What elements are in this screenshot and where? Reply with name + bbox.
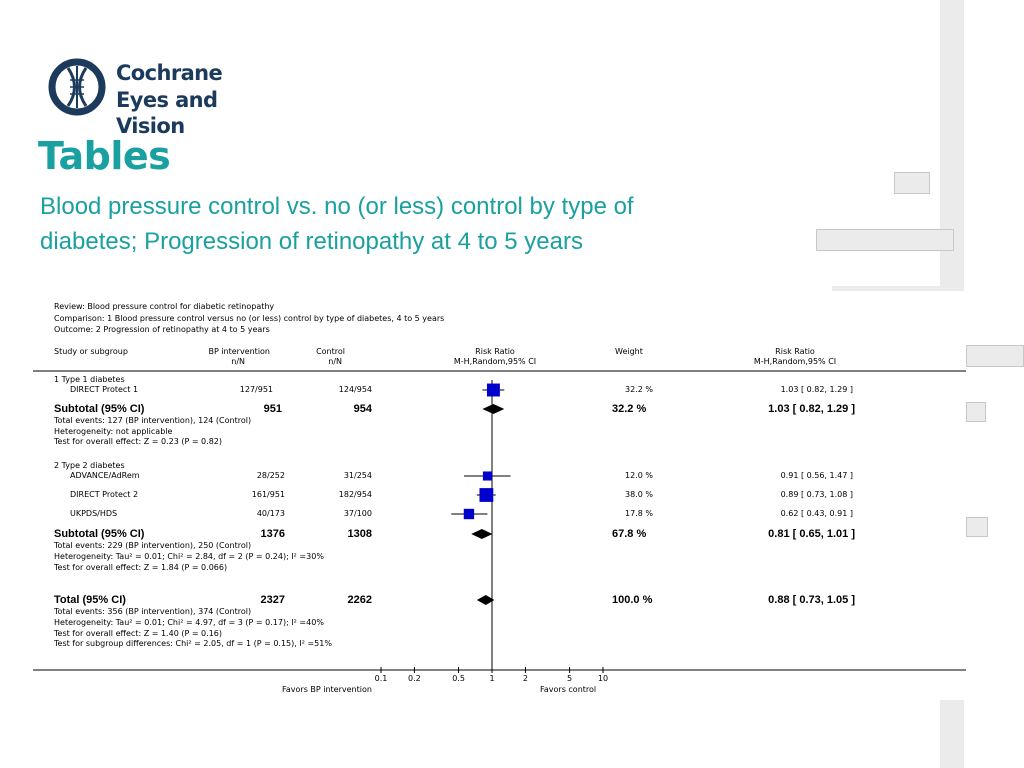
favors-right-label: Favors control	[540, 685, 597, 694]
group-note: Total events: 127 (BP intervention), 124…	[54, 416, 252, 425]
col-weight-header: Weight	[615, 347, 643, 356]
subtotal-ci: 0.81 [ 0.65, 1.01 ]	[768, 528, 855, 540]
total-note: Test for overall effect: Z = 1.40 (P = 0…	[54, 629, 222, 638]
x-tick-label: 5	[567, 674, 572, 683]
study-marker	[479, 488, 494, 502]
study-weight: 12.0 %	[625, 471, 653, 480]
study-ctrl: 182/954	[338, 490, 372, 499]
study-name: UKPDS/HDS	[70, 509, 118, 518]
subtotal-ci: 1.03 [ 0.82, 1.29 ]	[768, 403, 855, 415]
subtotal-label: Subtotal (95% CI)	[54, 528, 145, 540]
subtotal-ctrl: 1308	[347, 528, 372, 540]
study-name: ADVANCE/AdRem	[70, 471, 140, 480]
page-subtitle: Blood pressure control vs. no (or less) …	[40, 189, 740, 259]
study-ci: 0.62 [ 0.43, 0.91 ]	[780, 509, 853, 518]
logo-line-2: Eyes and Vision	[116, 88, 218, 138]
favors-left-label: Favors BP intervention	[282, 685, 372, 694]
review-label: Review: Blood pressure control for diabe…	[54, 302, 275, 311]
decor-bar-5	[940, 700, 964, 768]
cochrane-logo-icon	[48, 58, 106, 116]
total-ci: 0.88 [ 0.73, 1.05 ]	[768, 594, 855, 606]
subtitle-line-2: diabetes; Progression of retinopathy at …	[40, 228, 583, 255]
x-tick-label: 0.2	[408, 674, 421, 683]
cochrane-logo: Cochrane Eyes and Vision	[48, 58, 288, 138]
subtotal-bp: 951	[263, 403, 282, 415]
study-bp: 161/951	[251, 490, 285, 499]
col-rr2-header: Risk Ratio	[775, 347, 815, 356]
group-note: Heterogeneity: Tau² = 0.01; Chi² = 2.84,…	[54, 552, 324, 561]
total-note: Total events: 356 (BP intervention), 374…	[54, 607, 252, 616]
pooled-diamond	[476, 595, 495, 605]
decor-box-2	[966, 402, 986, 422]
group-note: Heterogeneity: not applicable	[54, 427, 173, 436]
subtotal-bp: 1376	[260, 528, 285, 540]
total-weight: 100.0 %	[612, 594, 653, 606]
total-bp: 2327	[260, 594, 285, 606]
study-name: DIRECT Protect 1	[70, 385, 139, 394]
study-ctrl: 31/254	[343, 471, 372, 480]
subtotal-label: Subtotal (95% CI)	[54, 403, 145, 415]
group-note: Test for overall effect: Z = 1.84 (P = 0…	[54, 563, 228, 572]
subtotal-weight: 67.8 %	[612, 528, 647, 540]
group-1-label: 1 Type 1 diabetes	[54, 375, 125, 384]
subtitle-line-1: Blood pressure control vs. no (or less) …	[40, 193, 634, 220]
total-note: Test for subgroup differences: Chi² = 2.…	[54, 639, 332, 648]
group-note: Total events: 229 (BP intervention), 250…	[54, 541, 252, 550]
col-control-sub: n/N	[328, 357, 342, 366]
study-marker	[482, 471, 492, 481]
col-rr2-sub: M-H,Random,95% CI	[753, 357, 837, 366]
group-2-label: 2 Type 2 diabetes	[54, 461, 125, 470]
x-tick-label: 2	[523, 674, 528, 683]
study-name: DIRECT Protect 2	[70, 490, 139, 499]
col-bp-sub: n/N	[231, 357, 245, 366]
study-marker	[486, 383, 500, 397]
study-weight: 32.2 %	[625, 385, 653, 394]
study-ctrl: 124/954	[338, 385, 372, 394]
x-tick-label: 0.5	[452, 674, 465, 683]
subtotal-ctrl: 954	[353, 403, 372, 415]
study-bp: 127/951	[239, 385, 273, 394]
col-control-header: Control	[316, 347, 345, 356]
x-tick-label: 0.1	[375, 674, 388, 683]
study-ci: 1.03 [ 0.82, 1.29 ]	[780, 385, 853, 394]
decor-box-1	[894, 172, 930, 194]
decor-bar-3	[832, 286, 964, 291]
col-bp-header: BP intervention	[208, 347, 270, 356]
study-bp: 40/173	[256, 509, 285, 518]
study-ctrl: 37/100	[343, 509, 372, 518]
decor-bar-2	[816, 229, 954, 251]
page-title: Tables	[38, 134, 171, 178]
total-ctrl: 2262	[347, 594, 372, 606]
decor-box-3	[966, 517, 988, 537]
col-study-header: Study or subgroup	[54, 347, 128, 356]
comparison-label: Comparison: 1 Blood pressure control ver…	[54, 314, 445, 323]
subtotal-weight: 32.2 %	[612, 403, 647, 415]
col-rr-sub: M-H,Random,95% CI	[453, 357, 537, 366]
outcome-label: Outcome: 2 Progression of retinopathy at…	[54, 325, 270, 334]
x-tick-label: 10	[598, 674, 608, 683]
study-marker	[463, 508, 475, 520]
logo-line-1: Cochrane	[116, 61, 223, 85]
group-note: Test for overall effect: Z = 0.23 (P = 0…	[54, 437, 222, 446]
study-ci: 0.91 [ 0.56, 1.47 ]	[780, 471, 853, 480]
study-bp: 28/252	[256, 471, 285, 480]
x-tick-label: 1	[489, 674, 494, 683]
total-label: Total (95% CI)	[54, 594, 126, 606]
study-weight: 17.8 %	[625, 509, 653, 518]
study-ci: 0.89 [ 0.73, 1.08 ]	[780, 490, 853, 499]
pooled-diamond	[482, 404, 505, 414]
study-weight: 38.0 %	[625, 490, 653, 499]
pooled-diamond	[471, 529, 493, 539]
col-rr-header: Risk Ratio	[475, 347, 515, 356]
total-note: Heterogeneity: Tau² = 0.01; Chi² = 4.97,…	[54, 618, 324, 627]
